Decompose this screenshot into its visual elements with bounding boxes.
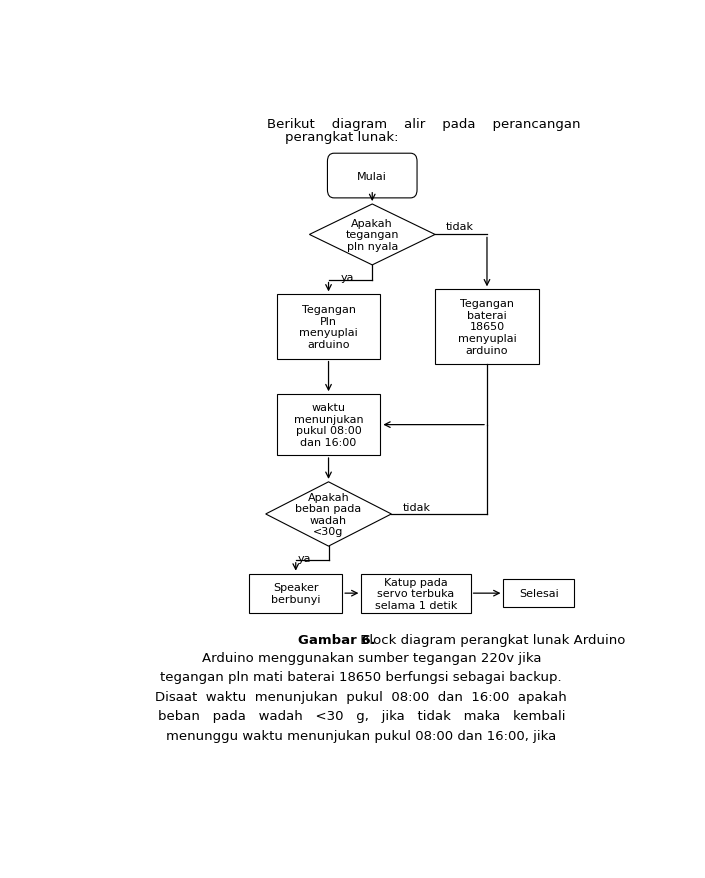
Bar [362, 574, 471, 613]
Text: Mulai: Mulai [357, 171, 387, 182]
Text: tidak: tidak [403, 502, 430, 513]
Text: Tegangan
baterai
18650
menyuplai
arduino: Tegangan baterai 18650 menyuplai arduino [458, 299, 516, 356]
Text: ya: ya [341, 273, 355, 283]
Text: perangkat lunak:: perangkat lunak: [285, 132, 398, 144]
Text: tidak: tidak [446, 222, 474, 232]
Text: Apakah
tegangan
pln nyala: Apakah tegangan pln nyala [345, 219, 399, 252]
Text: ya: ya [298, 554, 311, 564]
Text: Speaker
berbunyi: Speaker berbunyi [271, 583, 321, 604]
Bar [250, 574, 342, 613]
Text: Katup pada
servo terbuka
selama 1 detik: Katup pada servo terbuka selama 1 detik [375, 577, 457, 610]
FancyBboxPatch shape [327, 154, 417, 198]
Text: Apakah
beban pada
wadah
<30g: Apakah beban pada wadah <30g [295, 492, 362, 536]
Text: Arduino menggunakan sumber tegangan 220v jika: Arduino menggunakan sumber tegangan 220v… [202, 651, 542, 664]
Text: tegangan pln mati baterai 18650 berfungsi sebagai backup.: tegangan pln mati baterai 18650 berfungs… [161, 670, 562, 683]
Text: beban   pada   wadah   <30   g,   jika   tidak   maka   kembali: beban pada wadah <30 g, jika tidak maka … [157, 709, 565, 723]
Text: Berikut    diagram    alir    pada    perancangan: Berikut diagram alir pada perancangan [267, 118, 581, 131]
Text: menunggu waktu menunjukan pukul 08:00 dan 16:00, jika: menunggu waktu menunjukan pukul 08:00 da… [166, 730, 556, 743]
Text: Tegangan
Pln
menyuplai
arduino: Tegangan Pln menyuplai arduino [299, 305, 358, 349]
Bar [503, 579, 575, 608]
Bar [276, 395, 381, 456]
Text: Disaat  waktu  menunjukan  pukul  08:00  dan  16:00  apakah: Disaat waktu menunjukan pukul 08:00 dan … [155, 690, 568, 702]
Text: Block diagram perangkat lunak Arduino: Block diagram perangkat lunak Arduino [356, 633, 625, 646]
Text: waktu
menunjukan
pukul 08:00
dan 16:00: waktu menunjukan pukul 08:00 dan 16:00 [294, 403, 363, 448]
Polygon shape [266, 482, 391, 546]
Text: Gambar 6.: Gambar 6. [298, 633, 376, 646]
Bar [276, 295, 381, 359]
Polygon shape [309, 205, 435, 265]
Bar [435, 290, 539, 364]
Text: Selesai: Selesai [519, 588, 559, 599]
